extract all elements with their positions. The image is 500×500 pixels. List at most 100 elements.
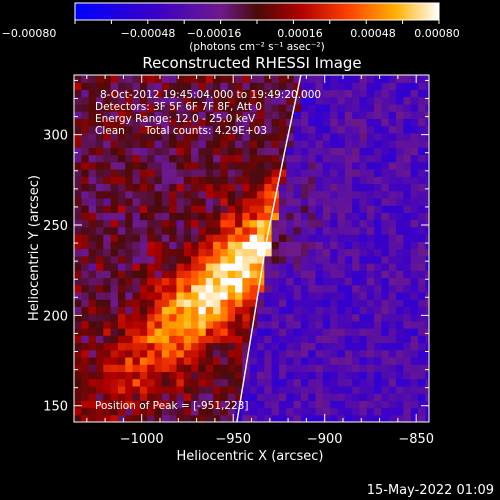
- heatmap-cell: [176, 241, 185, 250]
- colorbar-unit-label: (photons cm⁻² s⁻¹ asec⁻²): [189, 41, 324, 53]
- heatmap-cell: [139, 414, 148, 422]
- heatmap-cell: [352, 378, 361, 387]
- heatmap-cell: [352, 161, 361, 170]
- heatmap-cell: [388, 371, 397, 380]
- heatmap-cell: [286, 219, 295, 228]
- heatmap-cell: [352, 400, 361, 409]
- colorbar-tick-label: 0.00080: [414, 27, 460, 40]
- heatmap-cell: [352, 118, 361, 127]
- heatmap-cell: [286, 234, 295, 242]
- heatmap-cell: [117, 161, 126, 170]
- heatmap-cell: [147, 140, 156, 148]
- heatmap-cell: [205, 226, 214, 235]
- heatmap-cell: [154, 277, 163, 286]
- heatmap-cell: [125, 176, 134, 185]
- heatmap-cell: [366, 197, 375, 206]
- heatmap-cell: [103, 414, 112, 422]
- heatmap-cell: [330, 291, 339, 300]
- heatmap-cell: [132, 342, 141, 351]
- heatmap-cell: [235, 183, 243, 192]
- heatmap-cell: [74, 234, 82, 242]
- heatmap-cell: [418, 385, 426, 394]
- heatmap-cell: [256, 176, 265, 185]
- heatmap-cell: [213, 132, 221, 141]
- heatmap-cell: [154, 197, 163, 206]
- heatmap-cell: [388, 349, 397, 358]
- heatmap-cell: [293, 161, 302, 170]
- heatmap-cell: [322, 407, 331, 416]
- heatmap-cell: [205, 407, 214, 416]
- heatmap-cell: [322, 349, 331, 358]
- heatmap-cell: [388, 364, 397, 372]
- heatmap-cell: [227, 82, 236, 91]
- heatmap-cell: [374, 140, 383, 148]
- heatmap-cell: [88, 393, 97, 401]
- heatmap-cell: [425, 183, 429, 192]
- heatmap-cell: [183, 154, 192, 163]
- heatmap-cell: [139, 234, 148, 242]
- heatmap-cell: [256, 168, 265, 177]
- heatmap-cell: [110, 364, 119, 372]
- heatmap-cell: [161, 255, 170, 264]
- heatmap-cell: [117, 393, 126, 401]
- heatmap-cell: [366, 205, 375, 213]
- heatmap-cell: [403, 262, 412, 271]
- heatmap-cell: [161, 414, 170, 422]
- heatmap-cell: [169, 328, 178, 336]
- heatmap-cell: [293, 176, 302, 185]
- heatmap-cell: [213, 277, 221, 286]
- heatmap-cell: [425, 132, 429, 141]
- heatmap-cell: [227, 154, 236, 163]
- heatmap-cell: [88, 219, 97, 228]
- heatmap-cell: [337, 328, 346, 336]
- heatmap-cell: [381, 328, 390, 336]
- heatmap-cell: [330, 248, 339, 257]
- heatmap-cell: [286, 248, 295, 257]
- heatmap-cell: [205, 378, 214, 387]
- heatmap-cell: [315, 262, 324, 271]
- heatmap-cell: [278, 75, 287, 83]
- heatmap-cell: [256, 96, 265, 105]
- heatmap-cell: [117, 342, 126, 351]
- heatmap-cell: [213, 291, 221, 300]
- heatmap-cell: [125, 400, 134, 409]
- heatmap-cell: [344, 89, 353, 98]
- heatmap-cell: [169, 385, 178, 394]
- heatmap-cell: [315, 161, 324, 170]
- heatmap-cell: [147, 176, 156, 185]
- heatmap-cell: [183, 328, 192, 336]
- heatmap-cell: [147, 111, 156, 119]
- heatmap-cell: [242, 161, 251, 170]
- heatmap-cell: [169, 349, 178, 358]
- heatmap-cell: [88, 176, 97, 185]
- heatmap-cell: [271, 356, 280, 365]
- heatmap-cell: [117, 147, 126, 156]
- heatmap-cell: [278, 103, 287, 112]
- heatmap-cell: [352, 125, 361, 134]
- heatmap-cell: [278, 248, 287, 257]
- heatmap-cell: [396, 125, 404, 134]
- heatmap-cell: [271, 248, 280, 257]
- heatmap-cell: [286, 161, 295, 170]
- heatmap-cell: [278, 140, 287, 148]
- heatmap-cell: [315, 364, 324, 372]
- heatmap-cell: [359, 400, 368, 409]
- heatmap-cell: [271, 111, 280, 119]
- heatmap-cell: [110, 234, 119, 242]
- heatmap-cell: [161, 96, 170, 105]
- heatmap-cell: [132, 349, 141, 358]
- heatmap-cell: [322, 320, 331, 329]
- heatmap-cell: [249, 270, 258, 279]
- heatmap-cell: [308, 176, 317, 185]
- heatmap-cell: [315, 299, 324, 307]
- heatmap-cell: [74, 393, 82, 401]
- heatmap-cell: [300, 161, 309, 170]
- heatmap-cell: [227, 385, 236, 394]
- heatmap-cell: [396, 306, 404, 315]
- heatmap-cell: [286, 270, 295, 279]
- heatmap-cell: [154, 132, 163, 141]
- heatmap-cell: [330, 140, 339, 148]
- heatmap-cell: [220, 356, 229, 365]
- heatmap-cell: [81, 291, 90, 300]
- heatmap-cell: [322, 154, 331, 163]
